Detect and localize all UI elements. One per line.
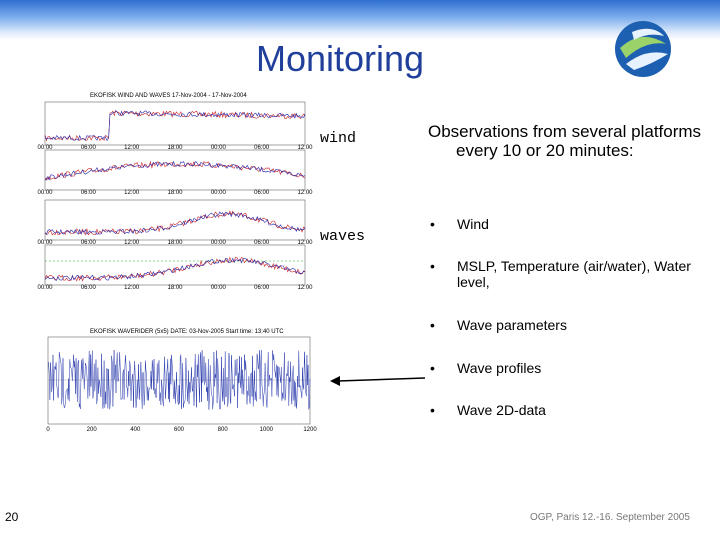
x-tick-label: 18:00 — [167, 190, 183, 196]
panel — [44, 199, 306, 241]
bullet-text: Wave parameters — [457, 317, 567, 333]
x-tick-label: 06:00 — [81, 145, 97, 151]
panel — [44, 101, 306, 146]
figure-label: waves — [320, 228, 366, 245]
heading: Observations from several platforms ever… — [428, 122, 702, 160]
x-tick-label: 12:00 — [297, 240, 313, 246]
plot-title: EKOFISK WAVERIDER (5x5) DATE: 03-Nov-200… — [90, 329, 284, 335]
x-tick-label: 06:00 — [254, 190, 270, 196]
x-tick-label: 00:00 — [37, 285, 53, 291]
x-tick-label: 12:00 — [124, 145, 140, 151]
bullet-text: Wave profiles — [457, 360, 542, 376]
series-line — [44, 110, 306, 142]
x-tick-label: 400 — [130, 427, 141, 433]
x-tick-label: 18:00 — [167, 145, 183, 151]
x-tick-label: 1000 — [260, 427, 274, 433]
x-tick-label: 06:00 — [81, 285, 97, 291]
series-line — [44, 256, 306, 282]
panel — [47, 336, 311, 425]
figure-label: wind — [320, 130, 357, 147]
x-tick-label: 00:00 — [211, 190, 227, 196]
x-tick-label: 12:00 — [124, 240, 140, 246]
series-line — [44, 211, 306, 235]
x-tick-label: 600 — [174, 427, 185, 433]
x-tick-label: 12:00 — [297, 145, 313, 151]
x-tick-label: 12:00 — [124, 190, 140, 196]
wave-line — [47, 349, 311, 410]
arrow — [337, 377, 426, 382]
x-tick-label: 18:00 — [167, 240, 183, 246]
page-number: 20 — [5, 510, 19, 524]
x-tick-label: 00:00 — [211, 285, 227, 291]
bullet-text: MSLP, Temperature (air/water), Water lev… — [457, 258, 691, 290]
slide-title: Monitoring — [255, 38, 425, 79]
arrow-head — [330, 376, 340, 386]
x-tick-label: 800 — [218, 427, 229, 433]
x-tick-label: 00:00 — [211, 240, 227, 246]
panel — [44, 149, 306, 191]
x-tick-label: 0 — [46, 427, 50, 433]
x-tick-label: 00:00 — [211, 145, 227, 151]
x-tick-label: 18:00 — [167, 285, 183, 291]
x-tick-label: 00:00 — [37, 190, 53, 196]
plot-title: EKOFISK WIND AND WAVES 17-Nov-2004 - 17-… — [90, 93, 247, 99]
x-tick-label: 06:00 — [254, 240, 270, 246]
x-tick-label: 06:00 — [81, 240, 97, 246]
x-tick-label: 00:00 — [37, 145, 53, 151]
bullet-text: Wind — [457, 216, 489, 232]
logo — [615, 21, 671, 77]
x-tick-label: 12:00 — [297, 190, 313, 196]
series-line — [44, 160, 306, 181]
series-line — [44, 160, 306, 181]
x-tick-label: 12:00 — [297, 285, 313, 291]
panel — [44, 244, 306, 286]
series-line — [44, 257, 306, 281]
x-tick-label: 00:00 — [37, 240, 53, 246]
x-tick-label: 06:00 — [254, 285, 270, 291]
x-tick-label: 06:00 — [81, 190, 97, 196]
x-tick-label: 12:00 — [124, 285, 140, 291]
x-tick-label: 200 — [87, 427, 98, 433]
footer-text: OGP, Paris 12.-16. September 2005 — [530, 512, 690, 523]
x-tick-label: 1200 — [303, 427, 317, 433]
bullet-text: Wave 2D-data — [457, 402, 546, 418]
series-line — [44, 210, 306, 236]
x-tick-label: 06:00 — [254, 145, 270, 151]
header-banner — [0, 0, 720, 40]
